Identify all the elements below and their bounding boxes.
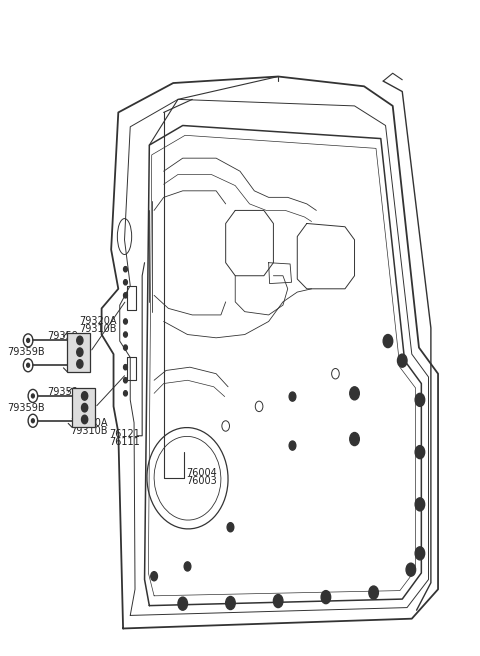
Text: 76111: 76111 xyxy=(109,437,140,447)
Circle shape xyxy=(178,597,188,610)
Circle shape xyxy=(123,319,127,324)
Text: 79310B: 79310B xyxy=(79,324,116,335)
Text: 79320A: 79320A xyxy=(70,419,108,428)
Text: 79310B: 79310B xyxy=(70,426,108,436)
Circle shape xyxy=(227,523,234,532)
Circle shape xyxy=(27,338,30,342)
Circle shape xyxy=(32,394,34,398)
Circle shape xyxy=(123,378,127,383)
Text: 79359: 79359 xyxy=(47,331,78,342)
Circle shape xyxy=(27,363,30,367)
Circle shape xyxy=(274,594,283,607)
FancyBboxPatch shape xyxy=(67,333,90,372)
Circle shape xyxy=(77,336,83,344)
Circle shape xyxy=(289,392,296,401)
Circle shape xyxy=(226,596,235,609)
Circle shape xyxy=(123,266,127,272)
Circle shape xyxy=(123,332,127,337)
Text: 79359B: 79359B xyxy=(7,403,45,413)
Text: 76004: 76004 xyxy=(186,468,217,478)
Circle shape xyxy=(406,563,416,576)
Circle shape xyxy=(383,335,393,348)
Circle shape xyxy=(415,445,425,459)
Text: 79359B: 79359B xyxy=(7,347,45,357)
Circle shape xyxy=(123,365,127,370)
Circle shape xyxy=(321,590,331,604)
Text: 76121: 76121 xyxy=(109,429,140,439)
Text: 79320A: 79320A xyxy=(79,316,116,327)
Circle shape xyxy=(350,387,360,400)
Circle shape xyxy=(82,392,88,400)
Circle shape xyxy=(123,293,127,298)
Text: 76003: 76003 xyxy=(186,476,217,486)
Circle shape xyxy=(151,571,157,581)
FancyBboxPatch shape xyxy=(72,388,95,427)
Circle shape xyxy=(369,586,378,599)
Circle shape xyxy=(77,359,83,368)
Circle shape xyxy=(123,391,127,396)
Circle shape xyxy=(82,403,88,412)
Text: 79359: 79359 xyxy=(47,387,78,397)
Circle shape xyxy=(32,419,34,422)
Circle shape xyxy=(397,354,407,367)
Circle shape xyxy=(123,345,127,350)
Circle shape xyxy=(415,394,425,406)
Circle shape xyxy=(415,547,425,560)
Circle shape xyxy=(415,498,425,511)
Circle shape xyxy=(289,441,296,450)
Circle shape xyxy=(82,415,88,424)
Circle shape xyxy=(184,562,191,571)
Circle shape xyxy=(350,432,360,445)
Circle shape xyxy=(77,348,83,356)
Circle shape xyxy=(123,279,127,285)
